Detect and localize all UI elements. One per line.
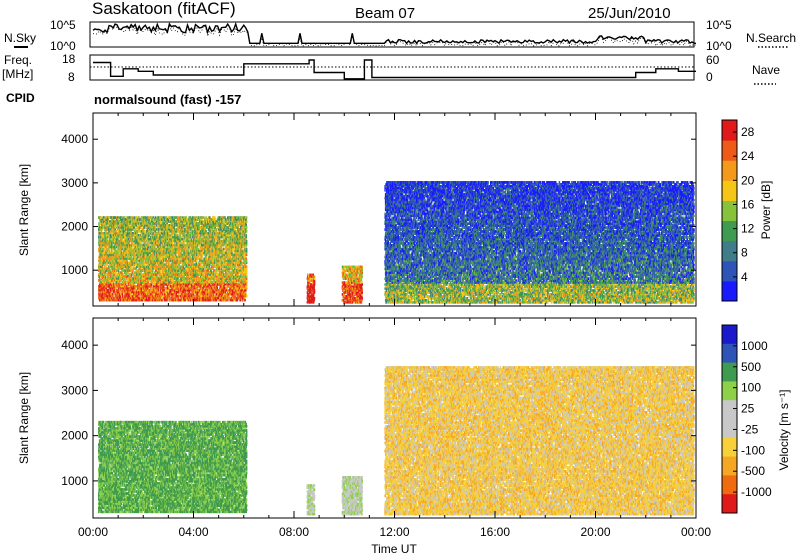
power-scatter-cells: [98, 181, 695, 304]
nsky-label: N.Sky: [4, 31, 36, 45]
nsearch-tick-low: 10^0: [706, 39, 732, 53]
freq-trace: [93, 60, 696, 79]
nsky-tick-low: 10^0: [50, 39, 76, 53]
nsky-panel: N.Sky 10^5 10^0 10^5 10^0 N.Search: [4, 18, 796, 53]
nsky-tick-high: 10^5: [50, 18, 76, 32]
nsearch-label: N.Search: [746, 31, 796, 45]
cpid-label: CPID: [6, 91, 35, 105]
freq-label-line2: [MHz]: [2, 67, 33, 81]
nave-tick-low: 0: [706, 70, 713, 84]
freq-tick-low: 8: [68, 70, 75, 84]
nave-label: Nave: [752, 63, 780, 77]
cpid-text: normalsound (fast) -157: [94, 92, 241, 107]
radar-summary-figure: Saskatoon (fitACF) Beam 07 25/Jun/2010 N…: [0, 0, 800, 554]
nsearch-tick-high: 10^5: [706, 18, 732, 32]
freq-label-line1: Freq.: [4, 53, 32, 67]
station-title: Saskatoon (fitACF): [92, 0, 236, 18]
nave-tick-high: 60: [706, 53, 720, 67]
date-title: 25/Jun/2010: [588, 5, 671, 22]
beam-title: Beam 07: [355, 5, 415, 22]
freq-panel: Freq. [MHz] 18 8 60 0 Nave: [2, 52, 780, 84]
freq-tick-high: 18: [62, 52, 76, 66]
